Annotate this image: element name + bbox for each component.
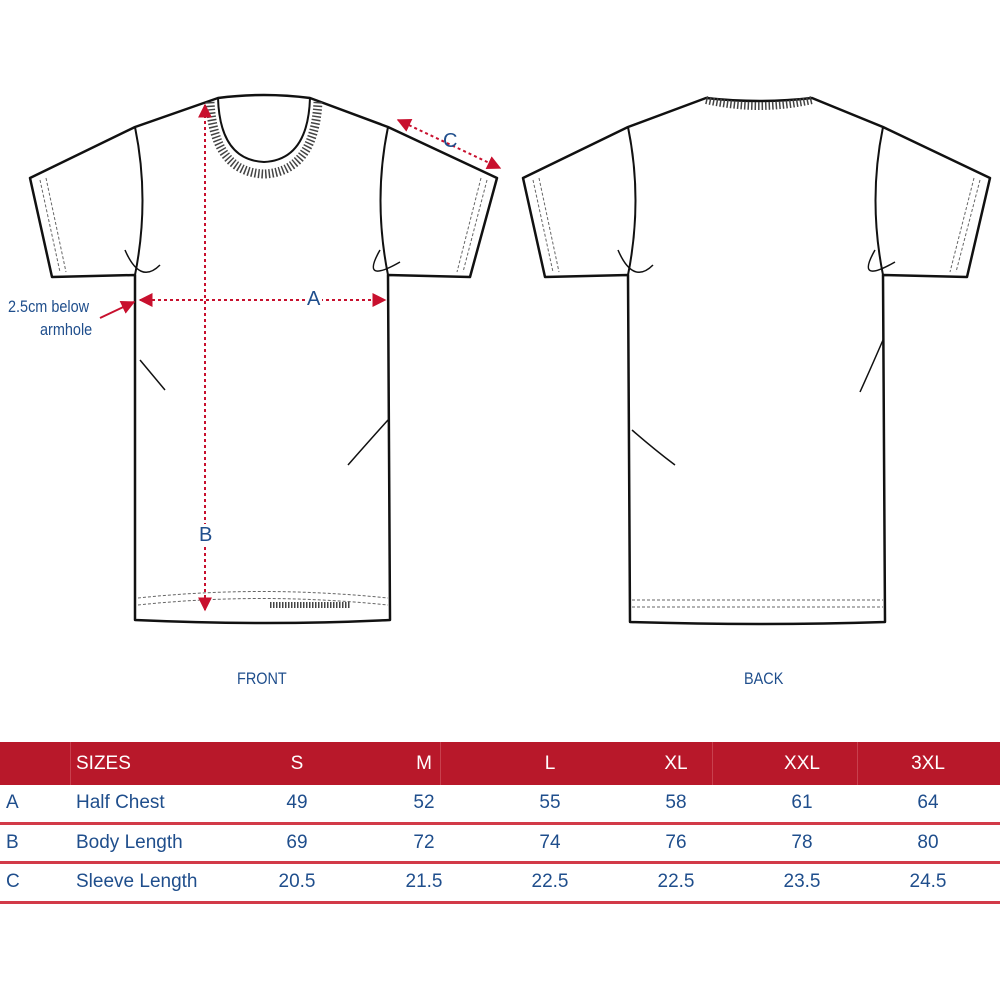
back-label: BACK (744, 669, 784, 688)
row-value: 61 (791, 792, 813, 814)
row-value: 76 (665, 831, 687, 853)
row-name: Body Length (76, 831, 183, 853)
row-value: 55 (539, 792, 561, 814)
tshirt-diagram (28, 93, 992, 626)
row-value: 80 (917, 831, 939, 853)
row-value: 22.5 (531, 871, 569, 893)
row-key: C (6, 871, 20, 893)
header-size: M (416, 752, 432, 774)
row-value: 24.5 (909, 871, 947, 893)
size-table: SIZES S M L XL XXL 3XL A Half Chest 49 5… (0, 742, 1000, 904)
header-size: L (544, 752, 556, 774)
row-value: 69 (286, 831, 308, 853)
table-row: B Body Length 69 72 74 76 78 80 (0, 825, 1000, 864)
table-header: SIZES S M L XL XXL 3XL (0, 742, 1000, 785)
row-value: 21.5 (405, 871, 443, 893)
measure-b-label: B (199, 524, 213, 547)
row-value: 64 (917, 792, 939, 814)
table-row: C Sleeve Length 20.5 21.5 22.5 22.5 23.5… (0, 864, 1000, 904)
header-sizes: SIZES (76, 752, 131, 774)
row-value: 72 (413, 831, 435, 853)
measure-c-line (396, 119, 502, 169)
row-value: 22.5 (657, 871, 695, 893)
header-size: XL (664, 752, 688, 774)
measure-a-label: A (305, 288, 323, 311)
row-name: Half Chest (76, 792, 165, 814)
back-shirt (521, 96, 992, 626)
row-key: A (6, 792, 19, 814)
front-shirt (28, 93, 499, 625)
row-value: 58 (665, 792, 687, 814)
header-size: S (290, 752, 304, 774)
row-name: Sleeve Length (76, 871, 198, 893)
row-value: 74 (539, 831, 561, 853)
row-key: B (6, 831, 19, 853)
row-value: 20.5 (278, 871, 316, 893)
header-size: 3XL (911, 752, 945, 774)
measure-c-label: C (443, 130, 458, 152)
armhole-note-line2: armhole (40, 320, 93, 339)
armhole-pointer (99, 301, 136, 319)
front-label: FRONT (237, 669, 287, 688)
header-size: XXL (784, 752, 820, 774)
row-value: 78 (791, 831, 813, 853)
armhole-note-line1: 2.5cm below (8, 297, 90, 316)
row-value: 49 (286, 792, 308, 814)
row-value: 23.5 (783, 871, 821, 893)
table-row: A Half Chest 49 52 55 58 61 64 (0, 785, 1000, 825)
row-value: 52 (413, 792, 435, 814)
